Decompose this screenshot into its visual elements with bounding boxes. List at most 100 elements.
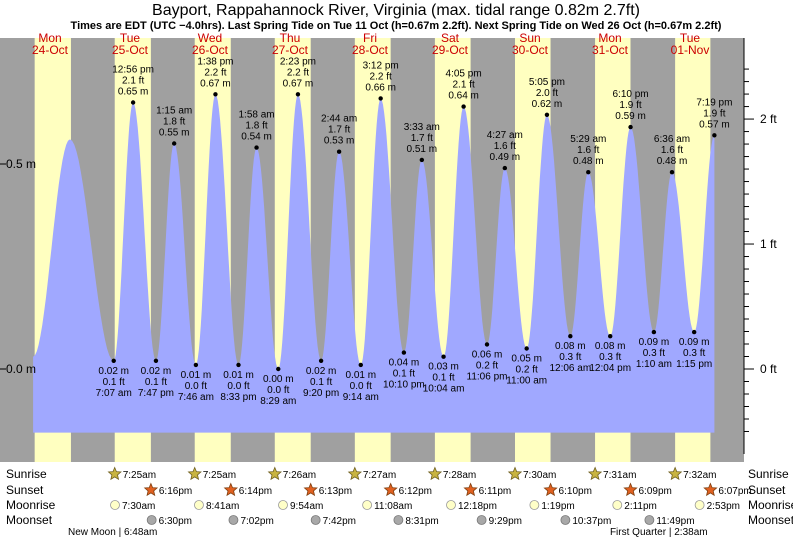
day-name: Mon bbox=[598, 31, 621, 45]
tide-point bbox=[712, 133, 717, 138]
tide-point bbox=[276, 366, 281, 372]
sunset-time: 6:09pm bbox=[639, 486, 672, 497]
tide-point bbox=[130, 100, 136, 105]
moonrise-time: 9:54am bbox=[290, 501, 323, 512]
tide-label: 0.1 ft bbox=[432, 373, 454, 384]
moonrise-time: 8:41am bbox=[206, 501, 239, 512]
moon-phase-label: First Quarter | 2:38am bbox=[610, 527, 708, 538]
day-date: 27-Oct bbox=[272, 43, 309, 57]
tide-point bbox=[236, 362, 241, 368]
day-date: 31-Oct bbox=[592, 43, 629, 57]
sunrise-icon bbox=[507, 466, 523, 481]
day-name: Mon bbox=[38, 31, 61, 45]
tide-label: 0.55 m bbox=[159, 128, 190, 139]
day-date: 30-Oct bbox=[512, 43, 549, 57]
tide-label: 0.3 ft bbox=[683, 348, 705, 359]
day-date: 28-Oct bbox=[352, 43, 389, 57]
tide-label: 9:20 pm bbox=[303, 388, 339, 399]
day-name: Fri bbox=[363, 31, 377, 45]
tide-label: 2.1 ft bbox=[122, 76, 144, 87]
tide-point bbox=[358, 362, 363, 368]
day-name: Sun bbox=[519, 31, 540, 45]
tide-label: 10:10 pm bbox=[383, 380, 425, 391]
tide-label: 7:46 am bbox=[178, 392, 214, 403]
tide-label: 0.3 ft bbox=[643, 348, 665, 359]
moonset-icon bbox=[644, 515, 655, 525]
chart-title: Bayport, Rappahannock River, Virginia (m… bbox=[152, 2, 640, 19]
tide-label: 0.0 ft bbox=[267, 385, 289, 396]
tide-label: 5:29 am bbox=[570, 134, 606, 145]
sunset-icon bbox=[703, 482, 718, 497]
tide-label: 0.51 m bbox=[407, 144, 438, 155]
tide-point bbox=[318, 358, 324, 363]
tide-label: 0.0 ft bbox=[185, 381, 207, 392]
tide-label: 1:58 am bbox=[238, 110, 274, 121]
sunrise-time: 7:31am bbox=[603, 470, 636, 481]
tide-label: 2:23 pm bbox=[280, 56, 316, 67]
tide-label: 0.08 m bbox=[555, 341, 586, 352]
sunrise-icon bbox=[187, 466, 202, 481]
day-date: 29-Oct bbox=[432, 43, 469, 57]
ft-tick-label: 1 ft bbox=[760, 237, 777, 251]
tide-point bbox=[295, 92, 301, 97]
ft-tick-label: 2 ft bbox=[760, 112, 777, 126]
day-date: 26-Oct bbox=[192, 43, 229, 57]
moonset-time: 10:37pm bbox=[572, 516, 611, 527]
moonset-time: 7:42pm bbox=[323, 516, 356, 527]
tide-label: 3:12 pm bbox=[363, 60, 399, 71]
sunset-time: 6:14pm bbox=[239, 486, 272, 497]
tide-point bbox=[111, 358, 116, 363]
row-label-right: Moonset bbox=[748, 513, 793, 527]
tide-label: 1:38 pm bbox=[197, 56, 233, 67]
tide-label: 0.03 m bbox=[428, 362, 459, 373]
tide-label: 1.8 ft bbox=[163, 117, 185, 128]
tide-label: 4:05 pm bbox=[446, 69, 482, 80]
sunrise-time: 7:26am bbox=[283, 470, 316, 481]
moonset-icon bbox=[393, 515, 404, 525]
tide-label: 12:04 pm bbox=[589, 363, 631, 374]
tide-point bbox=[378, 96, 383, 101]
tide-label: 9:14 am bbox=[343, 392, 379, 403]
tide-label: 0.1 ft bbox=[310, 377, 332, 388]
tide-label: 2.1 ft bbox=[452, 80, 474, 91]
moonrise-time: 12:18pm bbox=[458, 501, 497, 512]
moonset-time: 11:49pm bbox=[656, 516, 694, 527]
tide-point bbox=[586, 170, 591, 175]
sunrise-icon bbox=[587, 466, 603, 481]
moon-phase-label: New Moon | 6:48am bbox=[68, 527, 157, 538]
tide-label: 0.1 ft bbox=[103, 377, 125, 388]
moonrise-time: 7:30am bbox=[122, 501, 155, 512]
tide-label: 5:05 pm bbox=[529, 77, 565, 88]
sunset-icon bbox=[223, 482, 238, 497]
tide-label: 1.9 ft bbox=[619, 100, 641, 111]
tide-label: 0.53 m bbox=[324, 136, 355, 147]
tide-label: 6:36 am bbox=[654, 134, 690, 145]
row-label-right: Sunrise bbox=[748, 467, 789, 481]
tide-label: 4:27 am bbox=[487, 130, 523, 141]
tide-label: 1.6 ft bbox=[494, 141, 516, 152]
tide-point bbox=[419, 157, 425, 163]
sunset-icon bbox=[303, 482, 318, 497]
sunrise-time: 7:25am bbox=[123, 470, 156, 481]
tide-point bbox=[502, 165, 508, 171]
tide-point bbox=[568, 334, 573, 339]
y-tick-label: 0.5 m bbox=[6, 157, 36, 171]
astro-panel bbox=[0, 462, 793, 539]
day-date: 24-Oct bbox=[32, 43, 69, 57]
moonrise-icon bbox=[110, 500, 120, 510]
sunrise-icon bbox=[427, 466, 443, 481]
tide-label: 6:10 pm bbox=[612, 89, 648, 100]
row-label-right: Moonrise bbox=[748, 498, 793, 512]
tide-label: 0.54 m bbox=[241, 132, 272, 143]
sunrise-icon bbox=[347, 466, 362, 481]
tide-label: 11:00 am bbox=[506, 376, 547, 387]
sunset-icon bbox=[463, 482, 478, 497]
sunrise-icon bbox=[267, 466, 282, 481]
moonset-time: 7:02pm bbox=[240, 516, 273, 527]
tide-label: 0.09 m bbox=[679, 337, 710, 348]
sunset-time: 6:07pm bbox=[718, 486, 751, 497]
tide-label: 0.67 m bbox=[200, 78, 231, 89]
tide-label: 10:04 am bbox=[423, 384, 465, 395]
